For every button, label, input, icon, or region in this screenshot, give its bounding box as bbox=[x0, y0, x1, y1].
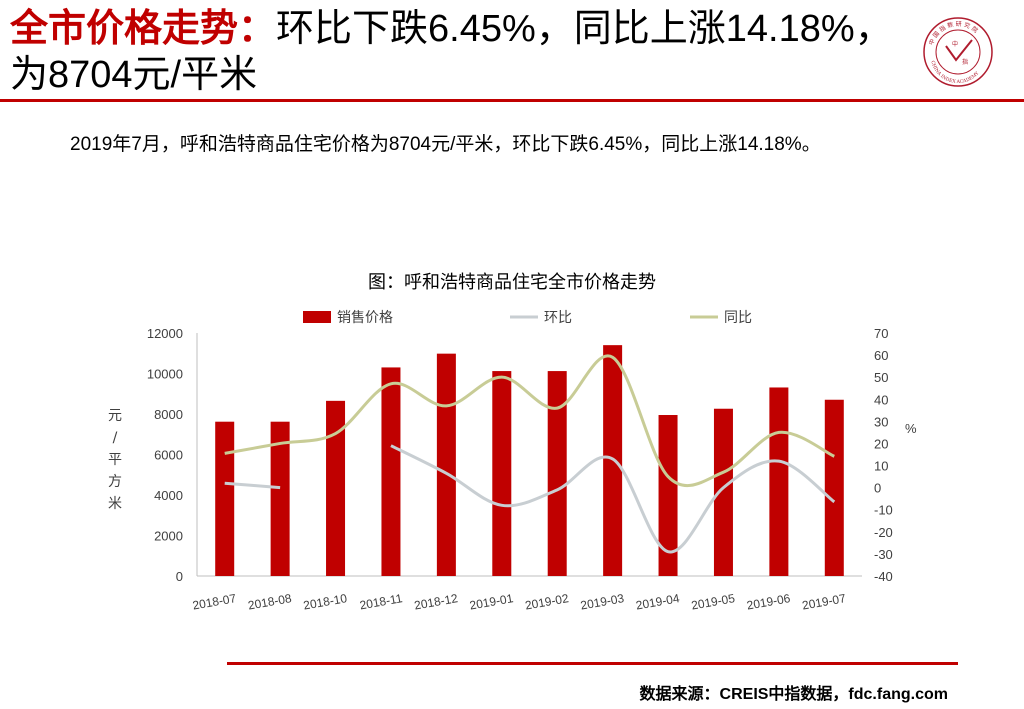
bar-2019-06 bbox=[769, 387, 789, 576]
x-tick-label: 2018-12 bbox=[413, 591, 459, 612]
source-divider bbox=[227, 662, 958, 665]
legend-swatch-销售价格 bbox=[303, 311, 331, 323]
title-divider bbox=[0, 99, 1024, 102]
logo-text-bottom: CHINA INDEX ACADEMY bbox=[929, 60, 980, 85]
bar-2018-12 bbox=[436, 353, 456, 576]
x-tick-label: 2018-11 bbox=[359, 591, 404, 612]
y-right-tick-label: 10 bbox=[874, 459, 888, 474]
bar-2018-07 bbox=[215, 421, 235, 576]
x-tick-label: 2018-08 bbox=[247, 591, 293, 612]
bar-2019-05 bbox=[713, 408, 733, 576]
y-left-tick-label: 4000 bbox=[154, 488, 183, 503]
bar-2019-04 bbox=[658, 415, 678, 576]
legend-label-销售价格: 销售价格 bbox=[337, 310, 393, 326]
y-right-tick-label: -20 bbox=[874, 525, 893, 540]
title-highlight: 全市价格走势： bbox=[10, 8, 277, 50]
logo-center-1: 中 bbox=[952, 40, 958, 48]
y-left-axis-label: 平 bbox=[108, 452, 122, 468]
y-right-tick-label: -10 bbox=[874, 503, 893, 518]
chart-title: 图：呼和浩特商品住宅全市价格走势 bbox=[368, 272, 656, 292]
svg-text:CHINA INDEX ACADEMY: CHINA INDEX ACADEMY bbox=[929, 60, 980, 85]
y-right-axis-label: % bbox=[905, 421, 917, 436]
series-line-同比-0 bbox=[224, 354, 835, 488]
x-tick-label: 2019-01 bbox=[469, 591, 515, 612]
page-title: 全市价格走势：环比下跌6.45%，同比上涨14.18%，为8704元/平米 bbox=[10, 6, 910, 98]
y-right-tick-label: -40 bbox=[874, 569, 893, 584]
summary-text: 2019年7月，呼和浩特商品住宅价格为8704元/平米，环比下跌6.45%，同比… bbox=[70, 134, 821, 155]
x-tick-label: 2019-03 bbox=[579, 591, 625, 612]
y-left-tick-label: 8000 bbox=[154, 407, 183, 422]
y-right-tick-label: 30 bbox=[874, 414, 888, 429]
bar-2019-01 bbox=[492, 371, 512, 576]
legend-label-同比: 同比 bbox=[724, 310, 752, 326]
y-right-tick-label: 50 bbox=[874, 370, 888, 385]
y-left-axis-label: / bbox=[113, 430, 118, 446]
y-right-tick-label: -30 bbox=[874, 547, 893, 562]
series-line-环比-1 bbox=[390, 444, 836, 554]
bar-2019-07 bbox=[824, 399, 844, 576]
y-right-tick-label: 0 bbox=[874, 481, 881, 496]
x-tick-label: 2019-05 bbox=[690, 591, 736, 612]
bar-2019-02 bbox=[547, 371, 567, 576]
y-right-tick-label: 40 bbox=[874, 392, 888, 407]
x-tick-label: 2019-02 bbox=[524, 591, 570, 612]
x-tick-label: 2018-10 bbox=[302, 591, 348, 612]
y-right-tick-label: 60 bbox=[874, 348, 888, 363]
y-left-axis-label: 米 bbox=[108, 496, 122, 512]
legend-label-环比: 环比 bbox=[544, 310, 572, 326]
y-left-tick-label: 10000 bbox=[147, 367, 183, 382]
x-tick-label: 2019-04 bbox=[635, 591, 681, 612]
y-left-axis-label: 方 bbox=[108, 474, 122, 490]
x-tick-label: 2019-07 bbox=[801, 591, 847, 612]
title-rest: 环比下跌6.45%，同比上涨14.18%，为8704元/平米 bbox=[10, 8, 893, 96]
data-source: 数据来源：CREIS中指数据，fdc.fang.com bbox=[639, 686, 948, 703]
y-right-tick-label: 70 bbox=[874, 326, 888, 341]
bar-2018-10 bbox=[326, 400, 346, 576]
x-tick-label: 2019-06 bbox=[746, 591, 792, 612]
bar-2018-08 bbox=[270, 421, 290, 576]
bar-2018-11 bbox=[381, 367, 401, 576]
series-line-环比-0 bbox=[224, 481, 281, 490]
y-left-tick-label: 0 bbox=[176, 569, 183, 584]
y-right-tick-label: 20 bbox=[874, 436, 888, 451]
x-tick-label: 2018-07 bbox=[191, 591, 237, 612]
logo-center-2: 指 bbox=[962, 58, 968, 66]
china-index-academy-logo: 中 国 指 数 研 究 院 CHINA INDEX ACADEMY 中 指 bbox=[923, 17, 993, 87]
y-left-tick-label: 12000 bbox=[147, 326, 183, 341]
y-left-tick-label: 6000 bbox=[154, 448, 183, 463]
y-left-axis-label: 元 bbox=[108, 408, 122, 424]
price-trend-chart: 0 2000 4000 6000 8000 10000 12000 -40 -30 -20 -10 0… bbox=[108, 310, 917, 613]
y-left-tick-label: 2000 bbox=[154, 529, 183, 544]
